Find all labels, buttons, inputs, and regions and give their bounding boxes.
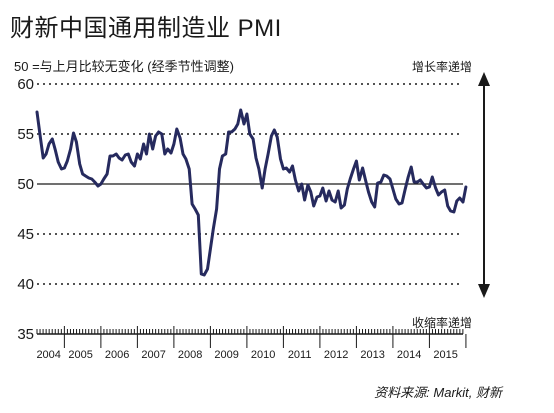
chart-title: 财新中国通用制造业 PMI: [10, 15, 282, 42]
source-note: 资料来源: Markit, 财新: [374, 385, 502, 400]
series-layer: [35, 108, 468, 277]
x-tick-label: 2015: [433, 349, 457, 361]
chart-subtitle: 50 =与上月比较无变化 (经季节性调整): [14, 59, 234, 74]
x-axis: 2004 2005 2006 2007 2008 2009 2010 2011 2012 2013…: [36, 326, 467, 361]
y-tick-label: 45: [17, 226, 34, 243]
x-tick-label: 2008: [178, 349, 202, 361]
x-tick-label: 2011: [288, 349, 312, 361]
x-tick-label: 2014: [397, 349, 421, 361]
x-tick-label: 2005: [68, 349, 92, 361]
x-tick-label: 2012: [324, 349, 348, 361]
x-tick-label: 2013: [360, 349, 384, 361]
y-tick-label: 55: [17, 126, 34, 143]
pmi-series-line: [35, 108, 468, 277]
x-tick-label: 2009: [214, 349, 238, 361]
x-tick-label: 2004: [36, 349, 60, 361]
y-tick-label: 35: [17, 326, 34, 343]
annotation-up: 增长率递增: [412, 59, 472, 74]
down-arrow-head: [478, 284, 490, 298]
up-arrow-head: [478, 72, 490, 86]
x-tick-label: 2007: [141, 349, 165, 361]
y-tick-label: 60: [17, 76, 34, 93]
y-tick-label: 50: [17, 176, 34, 193]
annotation-down: 收缩率递增: [412, 315, 472, 330]
y-axis: 35 40 45 50 55 60: [17, 76, 34, 343]
y-tick-label: 40: [17, 276, 34, 293]
x-tick-label: 2006: [105, 349, 129, 361]
x-tick-label: 2010: [251, 349, 275, 361]
